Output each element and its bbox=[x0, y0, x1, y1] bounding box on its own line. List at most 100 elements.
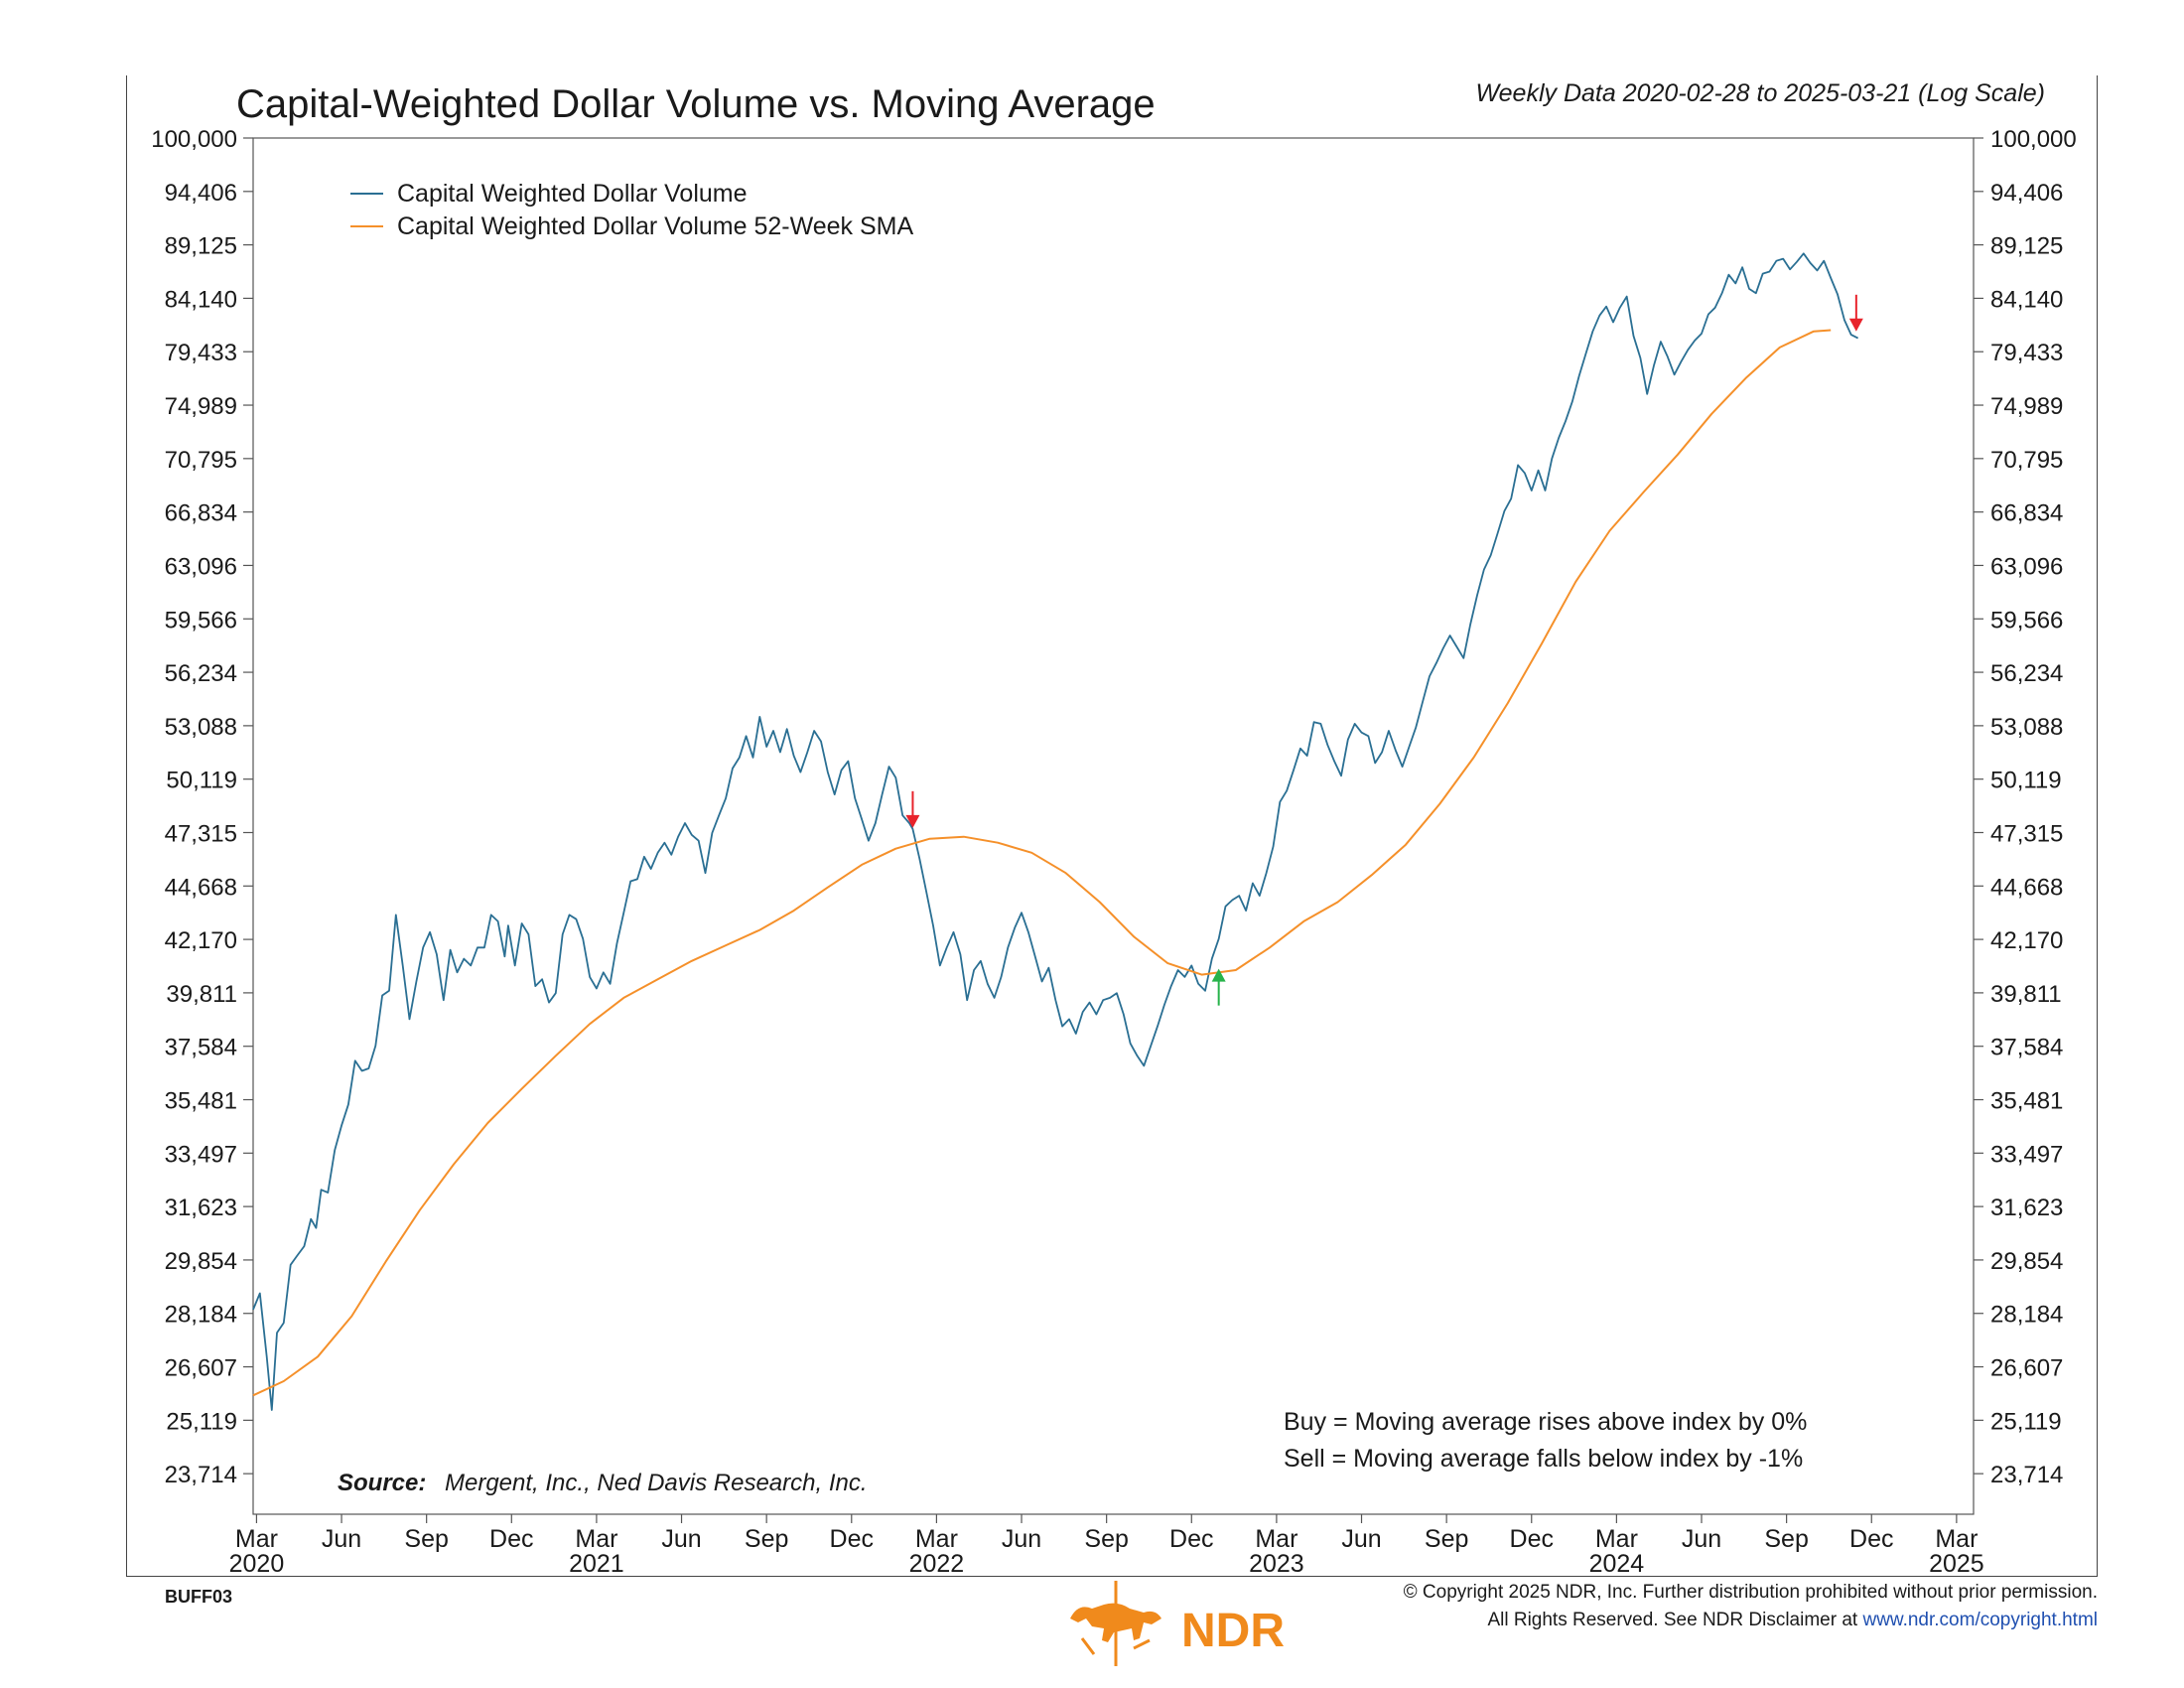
y-tick-label-right-11: 53,088 bbox=[1990, 714, 2063, 741]
x-year-label-12: 2023 bbox=[1249, 1550, 1304, 1578]
x-tick-label-3: Dec bbox=[489, 1525, 533, 1553]
ndr-logo: NDR bbox=[1070, 1581, 1285, 1666]
y-tick-label-right-20: 31,623 bbox=[1990, 1195, 2063, 1221]
y-tick-label-left-4: 79,433 bbox=[165, 340, 237, 366]
y-tick-label-right-8: 63,096 bbox=[1990, 553, 2063, 580]
y-tick-label-left-5: 74,989 bbox=[165, 393, 237, 420]
y-tick-label-right-7: 66,834 bbox=[1990, 500, 2063, 527]
x-tick-label-6: Sep bbox=[745, 1525, 788, 1553]
chart-subtitle: Weekly Data 2020-02-28 to 2025-03-21 (Lo… bbox=[1476, 79, 2046, 107]
y-tick-label-left-7: 66,834 bbox=[165, 500, 237, 527]
chart-frame bbox=[126, 75, 2098, 1577]
buy-signal-arrow-1 bbox=[1211, 968, 1226, 1006]
y-tick-label-left-17: 37,584 bbox=[165, 1035, 237, 1061]
sell-signal-arrow-2 bbox=[1848, 294, 1863, 332]
y-tick-label-right-14: 44,668 bbox=[1990, 874, 2063, 901]
source-label: Source: bbox=[338, 1470, 426, 1496]
y-tick-label-left-18: 35,481 bbox=[165, 1088, 237, 1115]
y-tick-label-right-12: 50,119 bbox=[1990, 768, 2062, 794]
y-tick-label-left-16: 39,811 bbox=[166, 981, 237, 1008]
chart-title: Capital-Weighted Dollar Volume vs. Movin… bbox=[236, 82, 1156, 126]
x-tick-label-16: Mar bbox=[1595, 1525, 1638, 1553]
source-text: Mergent, Inc., Ned Davis Research, Inc. bbox=[445, 1470, 868, 1496]
y-tick-label-right-0: 100,000 bbox=[1990, 126, 2077, 153]
y-tick-label-left-2: 89,125 bbox=[165, 233, 237, 260]
series-line-volume bbox=[252, 252, 1859, 1411]
y-tick-label-right-21: 29,854 bbox=[1990, 1248, 2063, 1275]
x-tick-label-5: Jun bbox=[661, 1525, 701, 1553]
legend-label-sma: Capital Weighted Dollar Volume 52-Week S… bbox=[397, 212, 913, 240]
sell-rule-note: Sell = Moving average falls below index … bbox=[1284, 1445, 1803, 1473]
sell-signal-arrow-0 bbox=[905, 790, 920, 828]
y-tick-label-left-20: 31,623 bbox=[165, 1195, 237, 1221]
copyright-line-2: All Rights Reserved. See NDR Disclaimer … bbox=[1404, 1607, 2098, 1634]
x-tick-label-4: Mar bbox=[575, 1525, 617, 1553]
y-tick-label-left-19: 33,497 bbox=[165, 1141, 237, 1168]
y-tick-label-left-10: 56,234 bbox=[165, 660, 237, 687]
x-tick-label-17: Jun bbox=[1682, 1525, 1721, 1553]
y-tick-label-right-22: 28,184 bbox=[1990, 1302, 2063, 1329]
y-tick-label-left-1: 94,406 bbox=[165, 180, 237, 207]
y-axis-left: 100,000 94,406 89,125 84,140 79,433 74,989 70,… bbox=[151, 126, 253, 1488]
y-tick-label-right-3: 84,140 bbox=[1990, 286, 2063, 313]
logo-text: NDR bbox=[1181, 1605, 1285, 1657]
y-tick-label-left-23: 26,607 bbox=[165, 1355, 237, 1382]
y-tick-label-left-25: 23,714 bbox=[165, 1462, 237, 1488]
y-tick-label-left-0: 100,000 bbox=[151, 126, 237, 153]
copyright-line-1: © Copyright 2025 NDR, Inc. Further distr… bbox=[1403, 1582, 2098, 1603]
y-tick-label-right-4: 79,433 bbox=[1990, 340, 2063, 366]
y-tick-label-left-6: 70,795 bbox=[165, 447, 237, 474]
y-tick-label-right-5: 74,989 bbox=[1990, 393, 2063, 420]
y-tick-label-right-17: 37,584 bbox=[1990, 1035, 2063, 1061]
x-tick-label-0: Mar bbox=[235, 1525, 278, 1553]
y-axis-right: 100,000 94,406 89,125 84,140 79,433 74,989 70,… bbox=[1974, 126, 2077, 1488]
y-tick-label-left-11: 53,088 bbox=[165, 714, 237, 741]
y-tick-label-left-24: 25,119 bbox=[166, 1408, 237, 1435]
y-tick-label-right-25: 23,714 bbox=[1990, 1462, 2063, 1488]
signal-arrows bbox=[905, 294, 1863, 1006]
copyright-line-2-text: All Rights Reserved. See NDR Disclaimer … bbox=[1487, 1610, 1858, 1630]
y-tick-label-right-13: 47,315 bbox=[1990, 820, 2063, 847]
x-tick-label-11: Dec bbox=[1169, 1525, 1213, 1553]
y-tick-label-right-19: 33,497 bbox=[1990, 1141, 2063, 1168]
y-tick-label-left-15: 42,170 bbox=[165, 927, 237, 954]
y-tick-label-right-9: 59,566 bbox=[1990, 607, 2063, 633]
y-tick-label-left-3: 84,140 bbox=[165, 286, 237, 313]
x-year-label-4: 2021 bbox=[569, 1550, 624, 1578]
y-tick-label-right-1: 94,406 bbox=[1990, 180, 2063, 207]
y-tick-label-right-24: 25,119 bbox=[1990, 1408, 2062, 1435]
y-tick-label-right-16: 39,811 bbox=[1990, 981, 2062, 1008]
y-tick-label-right-18: 35,481 bbox=[1990, 1088, 2063, 1115]
bull-icon bbox=[1070, 1581, 1161, 1666]
y-tick-label-left-13: 47,315 bbox=[165, 820, 237, 847]
y-tick-label-right-15: 42,170 bbox=[1990, 927, 2063, 954]
x-tick-label-10: Sep bbox=[1084, 1525, 1128, 1553]
y-tick-label-left-12: 50,119 bbox=[166, 768, 237, 794]
x-year-label-16: 2024 bbox=[1589, 1550, 1645, 1578]
y-tick-label-left-21: 29,854 bbox=[165, 1248, 237, 1275]
series-lines bbox=[252, 252, 1859, 1411]
chart-code: BUFF03 bbox=[165, 1587, 233, 1607]
x-tick-label-14: Sep bbox=[1425, 1525, 1468, 1553]
copyright-link[interactable]: www.ndr.com/copyright.html bbox=[1862, 1610, 2098, 1630]
y-tick-label-left-14: 44,668 bbox=[165, 874, 237, 901]
x-tick-label-13: Jun bbox=[1341, 1525, 1381, 1553]
x-tick-label-9: Jun bbox=[1002, 1525, 1041, 1553]
y-tick-label-right-6: 70,795 bbox=[1990, 447, 2063, 474]
x-tick-label-20: Mar bbox=[1935, 1525, 1978, 1553]
y-tick-label-left-8: 63,096 bbox=[165, 553, 237, 580]
legend-label-volume: Capital Weighted Dollar Volume bbox=[397, 180, 748, 208]
x-year-label-20: 2025 bbox=[1929, 1550, 1984, 1578]
x-tick-label-18: Sep bbox=[1764, 1525, 1808, 1553]
x-tick-label-8: Mar bbox=[915, 1525, 958, 1553]
y-tick-label-right-2: 89,125 bbox=[1990, 233, 2063, 260]
x-tick-label-7: Dec bbox=[830, 1525, 874, 1553]
buy-rule-note: Buy = Moving average rises above index b… bbox=[1284, 1408, 1807, 1436]
plot-area bbox=[252, 137, 1975, 1515]
y-tick-label-right-10: 56,234 bbox=[1990, 660, 2063, 687]
copyright-notice: © Copyright 2025 NDR, Inc. Further distr… bbox=[1404, 1579, 2098, 1634]
x-year-label-0: 2020 bbox=[229, 1550, 285, 1578]
legend: Capital Weighted Dollar Volume Capital W… bbox=[350, 180, 913, 240]
series-line-sma bbox=[252, 329, 1832, 1397]
